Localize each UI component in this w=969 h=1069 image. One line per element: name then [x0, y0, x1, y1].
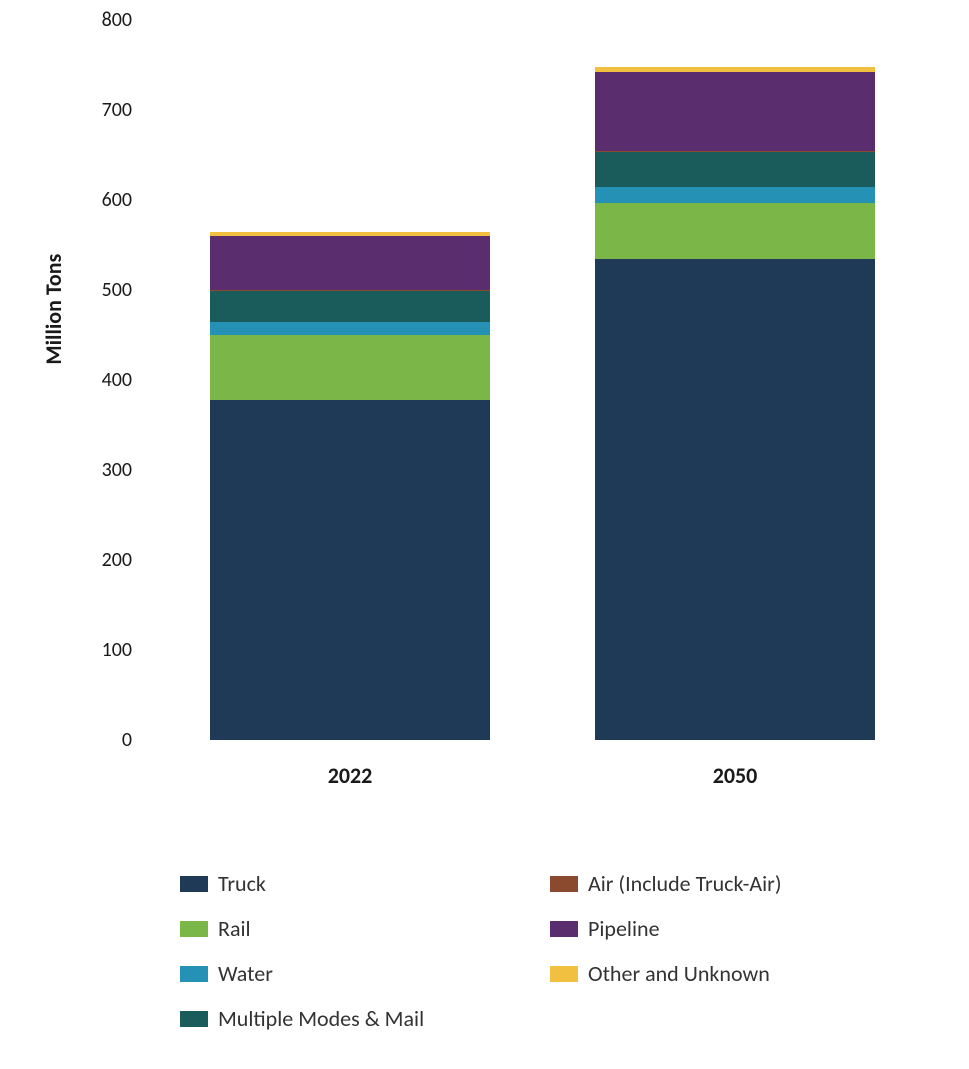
legend-swatch	[180, 876, 208, 892]
legend-item: Other and Unknown	[550, 960, 900, 987]
legend-swatch	[180, 921, 208, 937]
bar-segment	[210, 335, 490, 400]
legend-swatch	[550, 921, 578, 937]
bar-segment	[210, 232, 490, 237]
legend-swatch	[550, 966, 578, 982]
legend-item: Multiple Modes & Mail	[180, 1005, 530, 1032]
y-axis-label: Million Tons	[40, 254, 67, 365]
bar-segment	[595, 187, 875, 203]
legend-swatch	[550, 876, 578, 892]
legend-label: Rail	[218, 915, 251, 942]
y-tick-label: 500	[102, 278, 132, 302]
legend-swatch	[180, 966, 208, 982]
x-tick-label: 2050	[595, 762, 875, 789]
y-tick-label: 100	[102, 638, 132, 662]
bar-segment	[595, 152, 875, 186]
legend-label: Multiple Modes & Mail	[218, 1005, 424, 1032]
freight-chart: Million Tons 010020030040050060070080020…	[50, 20, 930, 800]
y-tick-label: 600	[102, 188, 132, 212]
y-tick-label: 0	[122, 728, 132, 752]
legend-label: Water	[218, 960, 273, 987]
y-tick-label: 400	[102, 368, 132, 392]
bar-segment	[595, 259, 875, 741]
bar-segment	[595, 203, 875, 259]
bar-segment	[210, 322, 490, 335]
bar-segment	[595, 151, 875, 152]
legend-label: Truck	[218, 870, 266, 897]
bar-segment	[595, 67, 875, 72]
legend-label: Air (Include Truck-Air)	[588, 870, 782, 897]
legend-item: Truck	[180, 870, 530, 897]
legend: Truck Air (Include Truck-Air) Rail Pipeline…	[180, 870, 900, 1032]
legend-label: Pipeline	[588, 915, 660, 942]
bar-segment	[210, 291, 490, 323]
legend-label: Other and Unknown	[588, 960, 770, 987]
legend-item: Air (Include Truck-Air)	[550, 870, 900, 897]
plot-area: 010020030040050060070080020222050	[150, 20, 920, 740]
legend-swatch	[180, 1011, 208, 1027]
y-tick-label: 700	[102, 98, 132, 122]
bar-segment	[210, 236, 490, 290]
legend-item: Water	[180, 960, 530, 987]
y-tick-label: 200	[102, 548, 132, 572]
legend-item: Rail	[180, 915, 530, 942]
bar-group: 2050	[595, 20, 875, 740]
bar-segment	[595, 72, 875, 151]
y-tick-label: 300	[102, 458, 132, 482]
legend-item: Pipeline	[550, 915, 900, 942]
x-tick-label: 2022	[210, 762, 490, 789]
bar-group: 2022	[210, 20, 490, 740]
y-tick-label: 800	[102, 8, 132, 32]
bar-segment	[210, 290, 490, 291]
bar-segment	[210, 400, 490, 740]
